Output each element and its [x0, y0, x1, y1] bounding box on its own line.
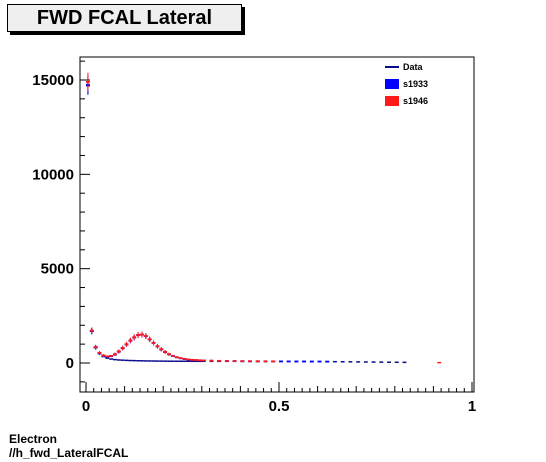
legend-box-swatch: [385, 79, 399, 89]
y-tick-label: 15000: [32, 72, 74, 89]
plot-frame: [79, 56, 475, 393]
x-tick-label: 1: [468, 398, 476, 415]
chart-title: FWD FCAL Lateral: [7, 4, 242, 32]
series-s1946: [86, 72, 276, 363]
series-layer: [86, 72, 442, 364]
y-tick-label: 0: [66, 355, 74, 372]
x-axis: 0 0.5 1: [82, 382, 476, 415]
y-tick-label: 10000: [32, 166, 74, 183]
y-axis: 0 5000 10000 15000: [32, 60, 90, 383]
x-tick-label: 0.5: [269, 398, 290, 415]
x-tick-label: 0: [82, 398, 90, 415]
footer-line-2: //h_fwd_LateralFCAL: [9, 446, 129, 460]
footer-line-1: Electron: [9, 432, 58, 446]
y-tick-label: 5000: [41, 261, 74, 278]
legend-label: Data: [403, 62, 424, 72]
legend-label: s1946: [403, 96, 428, 106]
legend: Data s1933 s1946: [385, 62, 428, 106]
legend-box-swatch: [385, 96, 399, 106]
legend-label: s1933: [403, 79, 428, 89]
